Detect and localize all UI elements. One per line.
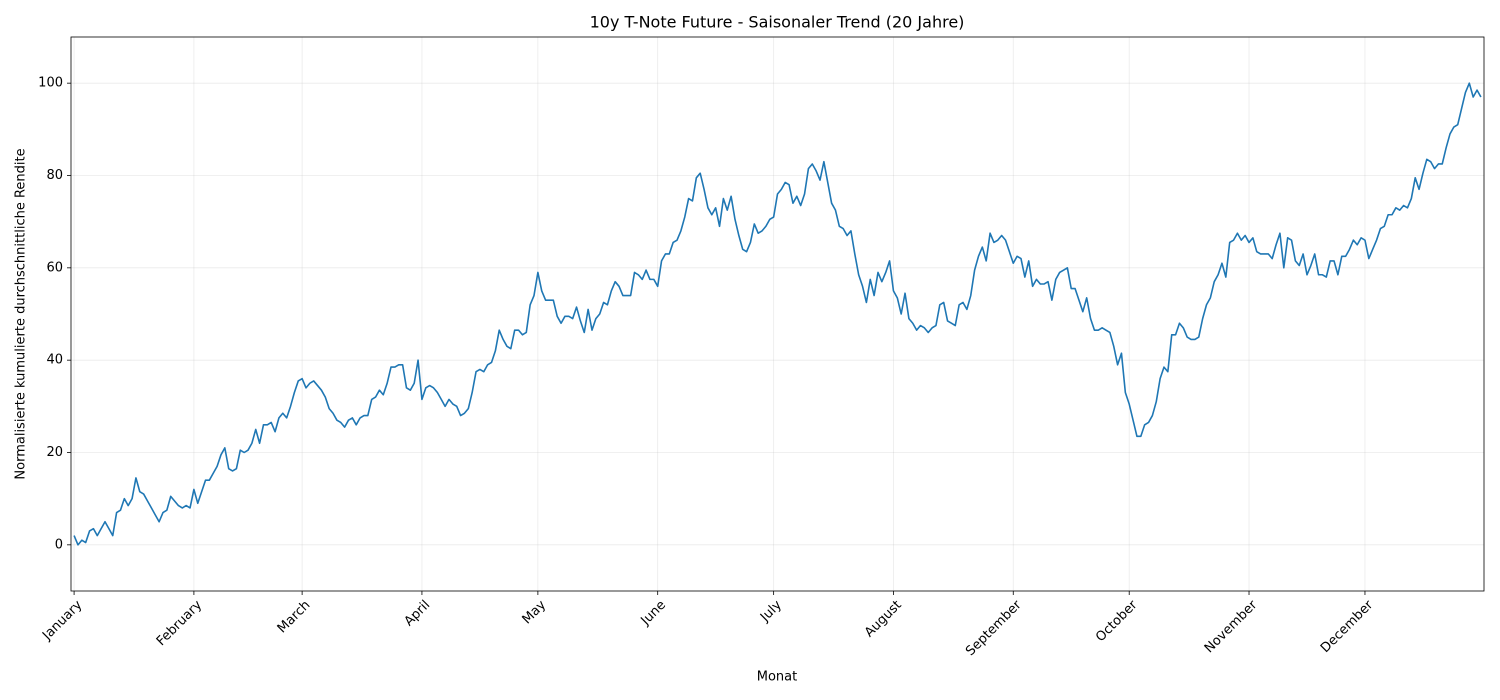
x-tick-label: October — [1093, 597, 1141, 645]
data-line — [73, 82, 1482, 546]
x-tick-label: November — [1202, 597, 1261, 656]
y-tick-label: 80 — [46, 168, 63, 183]
chart-title: 10y T-Note Future - Saisonaler Trend (20… — [590, 13, 965, 32]
x-tick-label: September — [963, 597, 1025, 659]
y-tick-label: 100 — [38, 76, 63, 91]
y-tick-label: 20 — [46, 445, 63, 460]
y-tick-label: 40 — [46, 353, 63, 368]
x-tick-label: June — [638, 598, 669, 629]
y-tick-label: 0 — [55, 537, 63, 552]
x-tick-label: May — [520, 597, 550, 627]
y-tick-label: 60 — [46, 260, 63, 275]
x-tick-label: April — [402, 598, 434, 630]
x-tick-label: January — [39, 597, 85, 643]
x-tick-label: December — [1318, 597, 1377, 656]
x-tick-label: August — [862, 598, 905, 641]
x-tick-label: March — [275, 598, 314, 637]
plot-frame — [70, 36, 1485, 592]
x-tick-label: February — [154, 597, 206, 649]
x-tick-label: July — [757, 597, 785, 625]
x-axis-label: Monat — [757, 670, 797, 685]
y-axis-label: Normalisierte kumulierte durchschnittlic… — [14, 148, 29, 479]
